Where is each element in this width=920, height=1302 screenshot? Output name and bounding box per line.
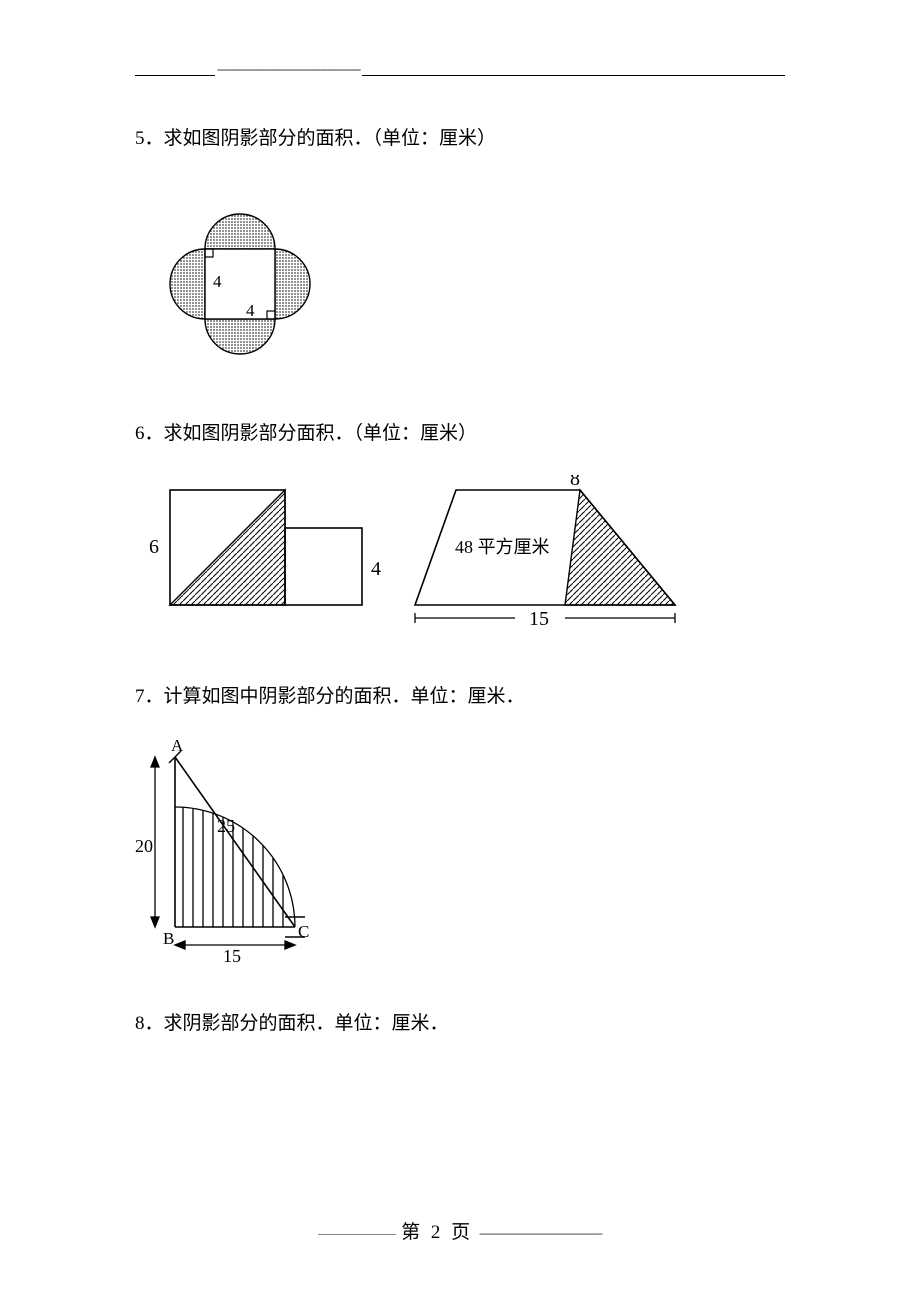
q7-number: 7． bbox=[135, 686, 164, 707]
question-8: 8．求阴影部分的面积．单位：厘米． bbox=[135, 1009, 785, 1039]
fig6-right-15: 15 bbox=[529, 608, 549, 630]
question-5: 5．求如图阴影部分的面积．（单位：厘米） bbox=[135, 124, 785, 154]
q5-number: 5． bbox=[135, 128, 164, 149]
question-7: 7．计算如图中阴影部分的面积．单位：厘米． bbox=[135, 682, 785, 712]
fig7-C: C bbox=[298, 922, 309, 941]
q8-number: 8． bbox=[135, 1013, 164, 1034]
footer-dash-right: ----------------------------------------… bbox=[479, 1226, 602, 1240]
fig6-area-label: 48 平方厘米 bbox=[455, 537, 550, 557]
figure-6: 6 4 8 48 平方厘米 15 bbox=[135, 475, 785, 640]
header-dashes: ----------------------------------------… bbox=[215, 61, 362, 77]
fig7-ac: 25 bbox=[217, 816, 235, 836]
fig5-dim-h: 4 bbox=[246, 301, 255, 320]
figure-5: 4 4 bbox=[135, 179, 785, 389]
q8-text: 求阴影部分的面积．单位：厘米． bbox=[164, 1013, 449, 1034]
fig6-left-6: 6 bbox=[149, 536, 159, 558]
figure-7: 20 15 25 A B C bbox=[135, 737, 785, 967]
q5-text: 求如图阴影部分的面积．（单位：厘米） bbox=[164, 128, 497, 149]
fig7-ab: 20 bbox=[135, 836, 153, 856]
fig5-dim-v: 4 bbox=[213, 272, 222, 291]
header-rule: ----------------------------------------… bbox=[135, 75, 785, 76]
fig7-B: B bbox=[163, 929, 174, 948]
fig6-right-8: 8 bbox=[570, 475, 580, 490]
footer-dash-left: ——————— bbox=[318, 1226, 395, 1240]
fig7-A: A bbox=[171, 737, 184, 755]
q6-text: 求如图阴影部分面积．（单位：厘米） bbox=[164, 423, 478, 444]
q6-number: 6． bbox=[135, 423, 164, 444]
question-6: 6．求如图阴影部分面积．（单位：厘米） bbox=[135, 419, 785, 449]
q7-text: 计算如图中阴影部分的面积．单位：厘米． bbox=[164, 686, 525, 707]
footer: ———————第 2 页----------------------------… bbox=[135, 1217, 785, 1244]
page-number: 第 2 页 bbox=[395, 1222, 479, 1243]
fig7-bc: 15 bbox=[223, 946, 241, 966]
fig6-left-4: 4 bbox=[371, 558, 381, 580]
